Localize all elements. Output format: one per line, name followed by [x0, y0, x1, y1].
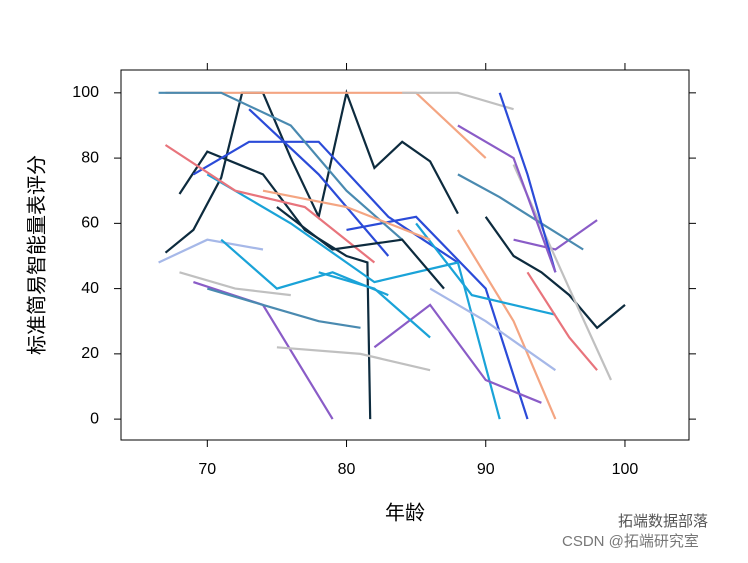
series-line — [206, 287, 361, 329]
series-line — [415, 222, 556, 316]
series-line — [220, 238, 389, 297]
watermark: CSDN @拓端研究室 — [562, 533, 699, 550]
y-tick-label: 60 — [81, 215, 99, 232]
series-line — [457, 173, 584, 251]
series-line — [457, 124, 557, 273]
series-line — [164, 88, 459, 254]
series-line — [429, 287, 557, 372]
series-line — [164, 144, 376, 264]
series-line — [262, 189, 431, 241]
series-line — [373, 303, 542, 404]
y-tick-label: 40 — [81, 280, 99, 297]
x-tick-label: 70 — [198, 461, 216, 478]
y-tick-label: 100 — [72, 84, 99, 101]
series-line — [526, 271, 598, 371]
series-line — [402, 91, 514, 111]
y-tick-label: 80 — [81, 149, 99, 166]
x-tick-label: 100 — [612, 461, 639, 478]
series-line — [179, 271, 291, 297]
series-line — [178, 150, 372, 420]
series-line — [484, 216, 626, 330]
y-tick-label: 20 — [81, 345, 99, 362]
y-tick-label: 0 — [90, 410, 99, 427]
lines-group — [158, 88, 626, 420]
series-line — [276, 206, 445, 290]
series-line — [498, 92, 557, 273]
series-line — [513, 219, 598, 251]
series-line — [456, 229, 557, 420]
series-line — [158, 238, 264, 264]
watermark: 拓端数据部落 — [618, 513, 708, 530]
x-tick-label: 90 — [477, 461, 495, 478]
series-line — [248, 108, 390, 257]
x-axis-label: 年龄 — [385, 501, 425, 524]
series-line — [346, 215, 529, 420]
x-tick-label: 80 — [338, 461, 356, 478]
y-axis-label: 标准简易智能量表评分 — [25, 155, 48, 355]
series-line — [158, 91, 403, 241]
series-line — [206, 173, 501, 420]
series-line — [276, 346, 431, 372]
plot-frame — [120, 69, 690, 441]
